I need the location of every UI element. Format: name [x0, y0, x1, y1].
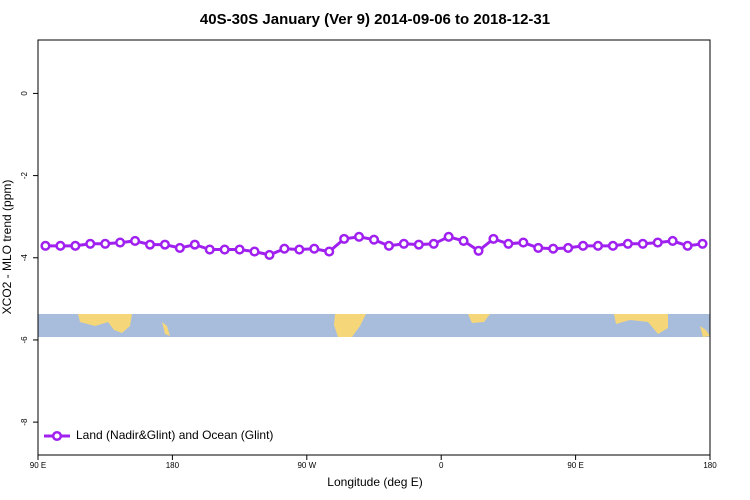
map-band: [38, 314, 710, 337]
point: [518, 237, 529, 248]
legend-marker: [51, 430, 63, 442]
point: [667, 235, 678, 246]
point: [219, 244, 230, 255]
x-tick-label: 0: [439, 461, 444, 470]
point: [578, 240, 589, 251]
point: [413, 239, 424, 250]
point: [682, 240, 693, 251]
x-tick-label: 90 E: [30, 461, 46, 470]
point: [339, 233, 350, 244]
point: [488, 233, 499, 244]
x-axis-label: Longitude (deg E): [327, 475, 422, 489]
point: [443, 231, 454, 242]
point: [503, 238, 514, 249]
point: [55, 240, 66, 251]
point: [294, 244, 305, 255]
x-tick-label: 180: [166, 461, 180, 470]
point: [100, 238, 111, 249]
point: [592, 240, 604, 251]
point: [309, 243, 320, 254]
plot-frame: [37, 39, 711, 456]
point: [428, 238, 439, 249]
point: [70, 240, 81, 251]
point: [264, 249, 275, 260]
y-tick-label: -8: [20, 418, 29, 426]
point: [354, 231, 365, 242]
point: [368, 234, 380, 245]
point: [144, 239, 156, 250]
point: [473, 245, 484, 256]
x-tick-label: 90 W: [297, 461, 316, 470]
point: [130, 235, 141, 246]
point: [85, 238, 96, 249]
point: [324, 246, 335, 257]
y-tick-label: -4: [20, 254, 29, 262]
point: [234, 244, 245, 255]
point: [652, 237, 663, 248]
x-tick-label: 90 E: [567, 461, 583, 470]
point: [622, 238, 633, 249]
y-tick-label: -6: [20, 336, 29, 344]
point: [607, 240, 618, 251]
point: [548, 243, 559, 254]
point: [159, 239, 170, 250]
legend-label: Land (Nadir&Glint) and Ocean (Glint): [76, 428, 273, 442]
point: [383, 240, 394, 251]
point: [563, 242, 574, 253]
point: [279, 243, 290, 254]
y-axis-label: XCO2 - MLO trend (ppm): [0, 180, 14, 315]
point: [40, 240, 51, 251]
point: [697, 238, 708, 249]
point: [458, 235, 469, 246]
point: [533, 242, 544, 253]
point: [189, 239, 200, 250]
point: [204, 244, 215, 255]
y-tick-label: -2: [20, 171, 29, 179]
point: [174, 242, 185, 253]
point: [249, 246, 260, 257]
point: [398, 238, 409, 249]
chart-title: 40S-30S January (Ver 9) 2014-09-06 to 20…: [200, 11, 550, 28]
point: [637, 238, 648, 249]
x-tick-label: 180: [703, 461, 717, 470]
y-tick-label: 0: [20, 91, 29, 96]
point: [115, 237, 126, 248]
